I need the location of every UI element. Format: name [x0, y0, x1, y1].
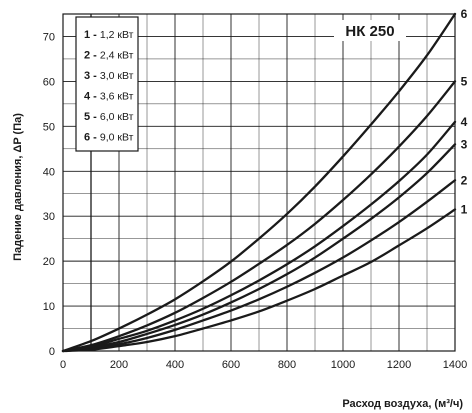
- legend-number: 2: [84, 50, 90, 62]
- curves: 1 2 3 4 5 6: [61, 7, 468, 353]
- x-tick-label: 200: [110, 359, 128, 371]
- y-tick-label: 20: [43, 256, 55, 268]
- y-tick-label: 40: [43, 166, 55, 178]
- legend-separator: -: [90, 29, 100, 41]
- legend-item-2: 2 - 2,4 кВт: [84, 50, 134, 62]
- legend-text: 3,6 кВт: [100, 91, 134, 103]
- legend-text: 2,4 кВт: [100, 50, 134, 62]
- legend-text: 6,0 кВт: [100, 111, 134, 123]
- curve-label-3: 3: [461, 137, 468, 151]
- y-tick-label: 50: [43, 121, 55, 133]
- y-tick-label: 70: [43, 31, 55, 43]
- legend-item-6: 6 - 9,0 кВт: [84, 132, 134, 144]
- curve-label-5: 5: [461, 74, 468, 88]
- x-tick-label: 0: [60, 359, 66, 371]
- legend-separator: -: [90, 132, 100, 144]
- x-tick-label: 1000: [331, 359, 355, 371]
- curve-label-1: 1: [461, 202, 468, 216]
- curve-4: [61, 120, 457, 353]
- legend-separator: -: [90, 70, 100, 82]
- x-tick-label: 1400: [443, 359, 467, 371]
- legend-number: 6: [84, 132, 90, 144]
- curve-label-2: 2: [461, 173, 468, 187]
- legend: 1 - 1,2 кВт 2 - 2,4 кВт 3 - 3,0 кВт 4 - 3,6…: [75, 16, 139, 152]
- x-tick-label: 400: [166, 359, 184, 371]
- y-tick-label: 30: [43, 211, 55, 223]
- curve-label-4: 4: [461, 115, 468, 129]
- y-tick-label: 60: [43, 76, 55, 88]
- curve-2: [61, 179, 457, 353]
- tick-labels: 0 200 400 600 800 1000 1200 1400 0 10 20 30 40 50 60 70: [43, 31, 467, 371]
- x-axis-title: Расход воздуха, (м³/ч): [342, 398, 463, 410]
- model-badge: НК 250: [334, 20, 406, 41]
- y-tick-label: 10: [43, 301, 55, 313]
- curve-label-6: 6: [461, 7, 468, 21]
- legend-separator: -: [90, 50, 100, 62]
- legend-item-3: 3 - 3,0 кВт: [84, 70, 134, 82]
- legend-item-1: 1 - 1,2 кВт: [84, 29, 134, 41]
- legend-number: 4: [84, 91, 91, 103]
- legend-item-5: 5 - 6,0 кВт: [84, 111, 134, 123]
- legend-number: 3: [84, 70, 90, 82]
- legend-item-4: 4 - 3,6 кВт: [84, 91, 134, 103]
- y-axis-title: Падение давления, ΔP (Па): [12, 113, 24, 261]
- curve-1: [61, 208, 457, 353]
- legend-text: 1,2 кВт: [100, 29, 134, 41]
- x-tick-label: 600: [222, 359, 240, 371]
- legend-separator: -: [90, 111, 100, 123]
- y-tick-label: 0: [49, 346, 55, 358]
- curve-5: [61, 80, 457, 353]
- x-tick-label: 800: [278, 359, 296, 371]
- legend-text: 3,0 кВт: [100, 70, 134, 82]
- curve-3: [61, 143, 457, 353]
- legend-separator: -: [90, 91, 100, 103]
- legend-number: 5: [84, 111, 90, 123]
- legend-text: 9,0 кВт: [100, 132, 134, 144]
- chart-title: НК 250: [345, 23, 394, 40]
- x-tick-label: 1200: [387, 359, 411, 371]
- curve-6: [61, 12, 457, 353]
- legend-number: 1: [84, 29, 90, 41]
